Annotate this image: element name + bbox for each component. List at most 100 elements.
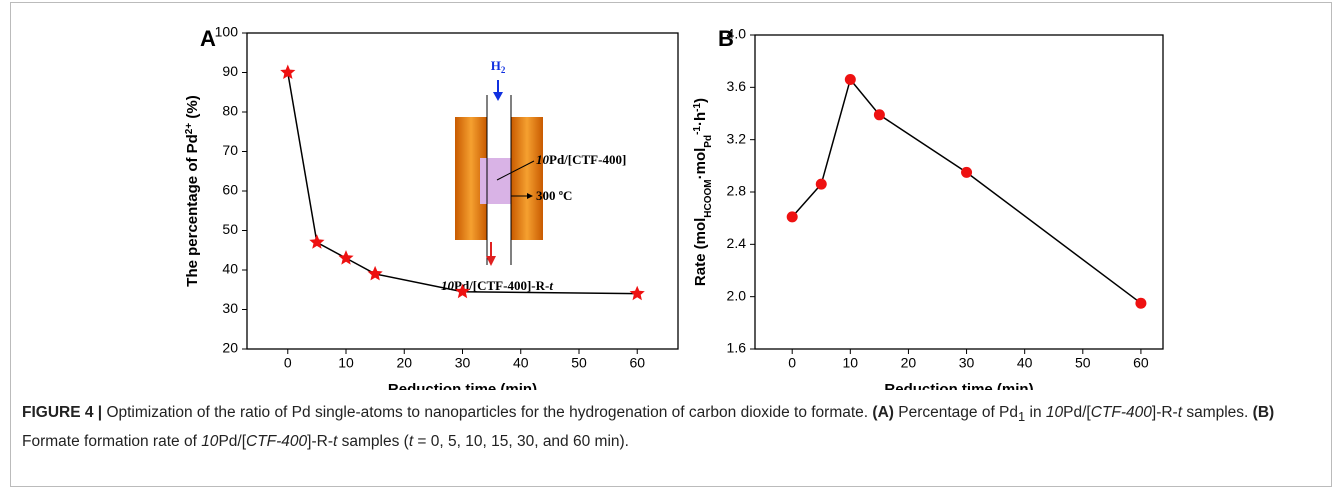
sample-num: 10 [536,152,550,167]
y-tick-label: 30 [222,300,238,316]
star-marker [338,250,354,265]
gas-sub: 2 [501,65,506,75]
caption-part: samples. [1182,404,1253,421]
panel-label: A [200,26,216,51]
x-tick-label: 60 [629,355,645,371]
y-tick-label: 20 [222,340,238,356]
y-label-part: ) [692,98,709,103]
y-label-part: ·mol [692,148,709,180]
y-tick-label: 90 [222,63,238,79]
y-label-part: -1 [692,103,703,112]
x-tick-label: 50 [1075,355,1091,371]
furnace-right [511,117,543,240]
caption-part: Formate formation rate of [22,433,202,451]
y-tick-label: 100 [215,24,239,40]
caption-part: CTF-400 [1090,404,1152,421]
caption-part: 1 [1018,409,1026,425]
caption-part: t [1177,404,1183,421]
star-marker [454,283,471,299]
y-axis-label: Rate (molHCOOM·molPd-1·h-1) [692,98,714,286]
x-tick-label: 40 [513,355,529,371]
series-line [287,72,638,295]
circle-marker [1135,297,1147,309]
star-marker [629,285,645,301]
x-tick-label: 50 [571,355,587,371]
circle-marker [844,73,856,85]
x-tick-label: 10 [843,355,859,371]
circle-marker [961,166,973,178]
caption-part: FIGURE 4 | [22,404,103,421]
caption-part: in [1025,404,1046,421]
outlet-arrowhead [486,256,496,266]
reactor-inset: H2 10Pd/[CTF-400] 300 ºC 10Pd/[CTF-400]-… [441,58,626,293]
y-label-part: Rate (mol [692,218,709,286]
y-tick-label: 40 [222,261,238,277]
y-tick-label: 3.6 [727,78,747,94]
y-tick-label: 60 [222,182,238,198]
y-tick-label: 4.0 [727,26,747,42]
series-line [791,77,1142,304]
x-tick-label: 30 [455,355,471,371]
circle-marker [786,211,798,223]
caption-part: t [408,433,414,451]
gas: H [491,58,501,73]
caption-part: 10 [1045,404,1064,421]
y-label-part: HCOOM [703,179,714,217]
sample-bed [480,158,511,204]
x-axis-label: Reduction time (min) [388,381,537,390]
sample: Pd/[CTF-400] [549,152,626,167]
circle-marker [815,178,827,190]
figure-caption: FIGURE 4 | Optimization of the ratio of … [22,400,1322,454]
inlet-arrowhead [493,92,503,101]
caption-part: = 0, 5, 10, 15, 30, and 60 min). [413,433,629,451]
y-label-part: The percentage of Pd [184,134,201,287]
caption-part: samples ( [337,433,409,451]
x-tick-label: 10 [338,355,354,371]
y-tick-label: 2.4 [727,235,747,251]
product-num: 10 [441,278,455,293]
product-t: t [549,278,553,293]
pointer [496,160,535,181]
sample-label: 10Pd/[CTF-400] [536,152,626,167]
y-label-part: (%) [184,95,201,123]
panel-label: B [718,26,734,51]
gas-label: H2 [491,58,506,75]
chart-panel: A 0 10 20 30 40 50 60 20 30 40 50 60 70 80 90 100 Reducti… [184,24,679,390]
y-label-part: 2+ [184,123,195,135]
y-label-part: Pd [703,135,714,148]
caption-part: Pd/[ [218,433,247,451]
x-tick-label: 20 [396,355,412,371]
x-tick-label: 30 [959,355,975,371]
pointer-head [527,193,533,199]
y-tick-label: 3.2 [727,130,747,146]
y-label-part: -1 [692,126,703,135]
y-axis-label: The percentage of Pd2+ (%) [184,95,202,286]
caption-part: ]-R- [1151,404,1178,421]
figure-frame [10,2,1332,487]
circle-marker [873,109,885,121]
y-tick-label: 50 [222,221,238,237]
x-axis-label: Reduction time (min) [884,381,1033,390]
y-tick-label: 2.8 [727,183,747,199]
temperature-label: 300 ºC [536,188,572,203]
y-tick-label: 80 [222,103,238,119]
star-marker [367,265,383,281]
y-tick-label: 70 [222,142,238,158]
x-tick-label: 60 [1133,355,1149,371]
caption-part: t [333,433,338,451]
y-label-part: ·h [692,112,709,126]
caption-part: 10 [201,433,219,451]
figure: H2 10Pd/[CTF-400] 300 ºC 10Pd/[CTF-400]-… [184,24,1164,390]
chart-panel: B 0 10 20 30 40 50 60 1.6 2.0 2.4 2.8 3.2 3.6 4.0 Reduc… [692,26,1164,390]
star-marker [309,234,325,249]
caption-part: ]-R- [307,433,333,451]
x-tick-label: 20 [901,355,917,371]
caption-part: (A) [872,404,894,421]
plot-frame [754,34,1164,350]
caption-part: (B) [1252,404,1275,421]
star-marker [280,64,296,79]
x-tick-label: 0 [788,355,796,371]
caption-part: Pd/[ [1063,404,1091,421]
caption-part: Percentage of Pd [893,404,1019,421]
